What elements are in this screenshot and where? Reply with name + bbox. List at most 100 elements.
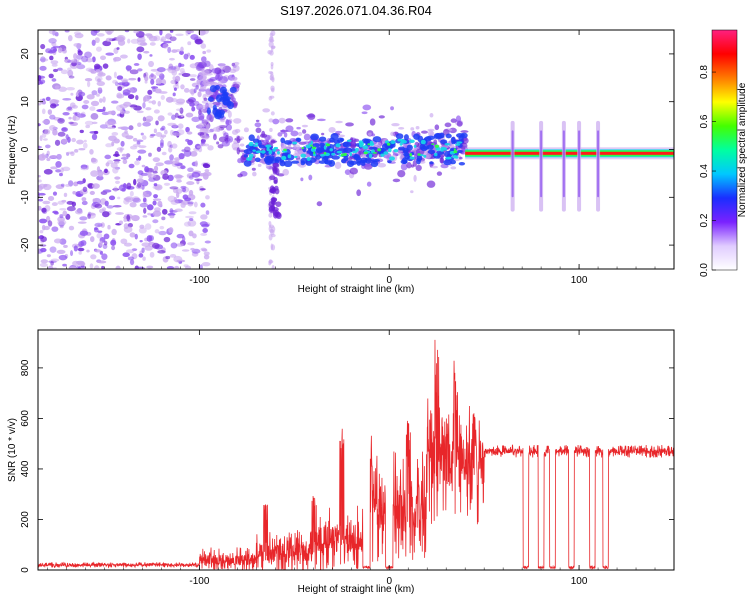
noise-speckle [102,96,106,103]
noise-speckle [96,93,100,97]
noise-speckle [118,184,127,192]
noise-speckle [51,42,57,47]
onset-blob [196,62,205,68]
noise-speckle [112,166,119,174]
y-tick-label: 10 [20,96,31,108]
onset-core [220,93,229,99]
noise-speckle [76,139,84,145]
noise-speckle [101,207,107,212]
broadband-blob [413,174,417,182]
noise-speckle [189,218,194,221]
noise-speckle [82,142,88,149]
broadband-peak [362,145,369,150]
noise-speckle [172,132,182,137]
noise-speckle [194,160,198,167]
noise-speckle [114,176,121,180]
broadband-core [403,134,409,141]
noise-speckle [55,169,62,173]
broadband-peak [389,156,395,161]
noise-speckle [153,109,160,114]
broadband-core [457,149,463,154]
broadband-core [283,140,293,145]
broadband-blob [398,127,405,130]
y-tick-label: 600 [20,410,31,427]
spectrogram-x-ticks: -100 0 100 [47,30,675,286]
noise-speckle [77,221,87,224]
noise-speckle [175,174,182,181]
y-tick-label: 0 [20,146,31,152]
noise-speckle [93,63,101,70]
noise-speckle [87,212,96,219]
broadband-blob [390,131,395,137]
noise-speckle [167,195,176,203]
noise-speckle [173,87,177,91]
noise-speckle [41,132,47,139]
noise-speckle [65,134,69,140]
noise-speckle [142,121,151,127]
noise-speckle [134,233,138,240]
broadband-core [323,154,329,161]
noise-speckle [129,190,134,197]
x-tick-label: 0 [386,576,392,587]
colorbar-ticks: 0.0 0.2 0.4 0.6 0.8 [699,65,716,277]
y-tick-label: 0 [20,567,31,573]
broadband-core [266,155,275,161]
noise-speckle [141,242,151,247]
broadband-peak [456,141,463,144]
noise-speckle [187,41,192,46]
noise-speckle [39,79,46,84]
streak-speckle [270,64,274,70]
noise-speckle [110,162,118,169]
noise-speckle [60,69,69,75]
broadband-peak [252,149,256,152]
noise-speckle [97,230,103,234]
broadband-peak [380,153,385,157]
snr-x-ticks: -100 0 100 [47,330,675,587]
onset-blob [202,80,210,86]
y-tick-label: 20 [20,48,31,60]
noise-speckle [144,76,149,82]
broadband-peak [248,153,254,159]
broadband-blob [356,189,362,197]
noise-speckle [38,218,47,224]
noise-speckle [202,163,211,169]
noise-speckle [74,33,84,39]
noise-speckle [72,260,80,267]
broadband-blob [265,139,270,143]
streak-speckle [270,30,276,37]
broadband-blob [282,168,290,176]
noise-speckle [181,149,187,152]
noise-speckle [187,167,194,172]
noise-speckle [38,175,41,178]
broadband-peak [420,139,426,145]
noise-speckle [148,100,153,104]
broadband-blob [239,136,245,140]
onset-core [209,85,217,93]
noise-speckle [164,160,173,165]
noise-speckle [146,204,154,211]
noise-speckle [133,178,137,186]
noise-speckle [40,43,46,50]
noise-speckle [170,242,178,249]
snr-y-label: SNR (10 * v/v) [7,418,18,482]
carrier-spike-core [511,130,514,198]
noise-speckle [94,75,103,83]
noise-speckle [185,30,195,34]
noise-speckle [78,250,82,255]
noise-speckle [94,37,100,44]
noise-speckle [176,98,186,104]
broadband-core [445,133,452,139]
broadband-blob [257,163,262,168]
noise-speckle [145,107,152,111]
noise-speckle [132,197,141,203]
noise-speckle [202,50,207,55]
noise-speckle [161,151,167,156]
noise-speckle [75,209,83,215]
noise-speckle [183,88,190,93]
onset-blob [231,76,238,82]
noise-speckle [174,112,179,118]
noise-speckle [203,254,210,260]
onset-blob [233,61,240,66]
broadband-hot [377,148,382,152]
streak-speckle [271,265,275,269]
